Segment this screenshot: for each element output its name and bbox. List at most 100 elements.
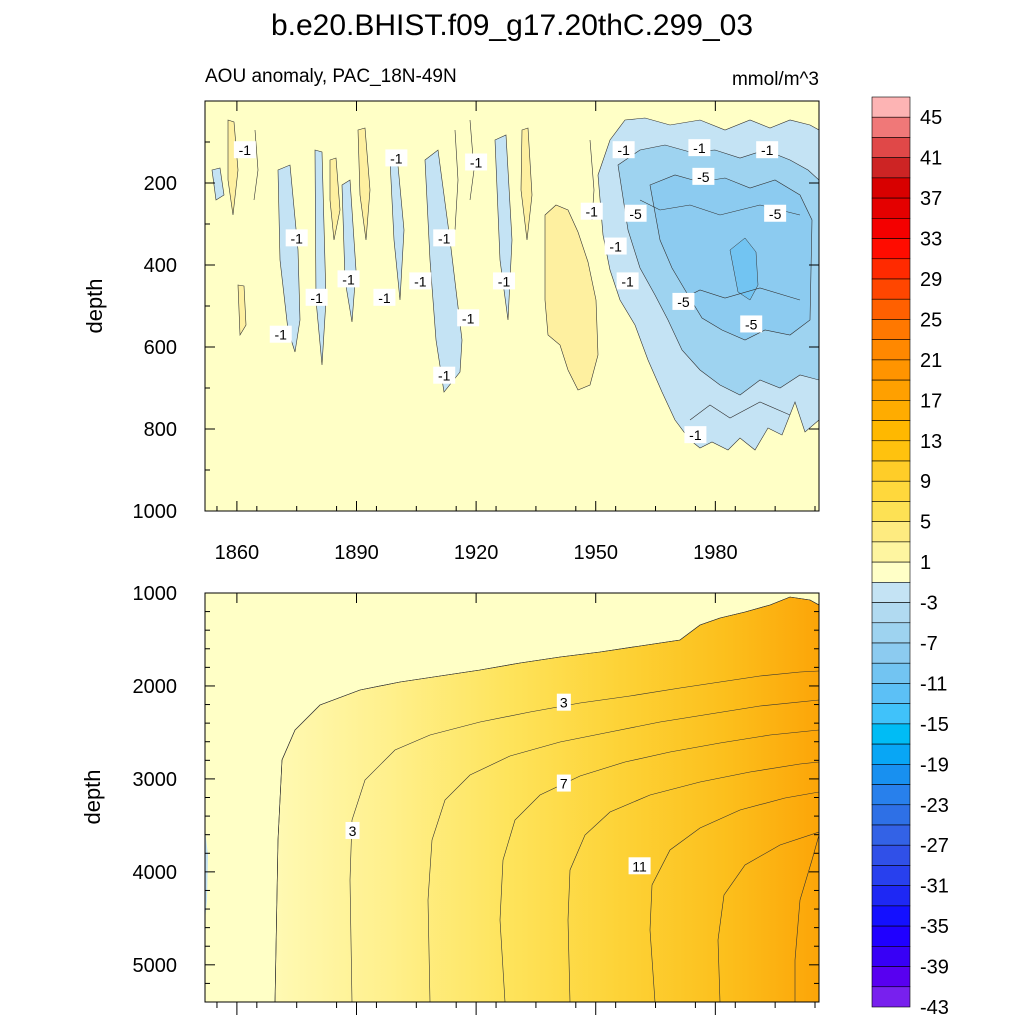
colorbar-box	[871, 905, 911, 927]
upper-contour-label: -1	[233, 141, 256, 159]
colorbar-label: 5	[920, 512, 931, 534]
colorbar-box	[871, 238, 911, 260]
svg-text:-1: -1	[390, 150, 403, 166]
lower-left-edge-blue	[205, 830, 208, 920]
upper-contour-labels: -1 -1 -1 -1 -1 -1 -5 -1 -5 -5 -1 -1 -1 -1 -1 -1 -1 -1 -1 -5…	[233, 139, 787, 444]
colorbar-box	[871, 278, 911, 300]
colorbar-box	[871, 521, 911, 543]
lower-y-tick-label: 5000	[133, 955, 178, 977]
svg-text:-1: -1	[414, 273, 427, 289]
colorbar-label: -43	[920, 997, 949, 1019]
upper-x-tick-label: 1950	[573, 542, 618, 564]
units-subtitle: mmol/m^3	[732, 69, 819, 90]
colorbar-box	[871, 865, 911, 886]
colorbar-box	[871, 582, 911, 603]
lower-y-tick-label: 2000	[133, 676, 178, 698]
svg-text:7: 7	[560, 776, 568, 792]
colorbar-box	[871, 420, 911, 442]
upper-contour-label: -5	[692, 167, 715, 185]
svg-text:-1: -1	[310, 290, 323, 306]
colorbar-label: 17	[920, 390, 942, 412]
colorbar-box	[871, 946, 911, 967]
svg-text:3: 3	[560, 695, 568, 711]
lower-contour-label: 3	[556, 693, 571, 711]
colorbar-box	[871, 298, 911, 320]
upper-contour-label: -5	[672, 292, 695, 310]
colorbar-label: -3	[920, 593, 938, 615]
colorbar-box	[871, 359, 911, 381]
upper-y-axis-label: depth	[82, 278, 107, 333]
colorbar-box	[871, 925, 911, 947]
colorbar-label: -35	[920, 916, 949, 938]
upper-x-tick-label: 1980	[693, 542, 738, 564]
colorbar-label: -31	[920, 876, 949, 898]
colorbar-box	[871, 824, 911, 846]
colorbar-box	[871, 157, 911, 179]
colorbar-box	[871, 379, 911, 401]
upper-tick-labels: 200 400 600 800 1000 1860 1890 1920 1950 1980	[133, 173, 738, 564]
colorbar-label: -39	[920, 957, 949, 979]
upper-x-tick-label: 1920	[454, 542, 499, 564]
svg-text:-1: -1	[609, 239, 622, 255]
colorbar-box	[871, 197, 911, 219]
lower-y-tick-label: 4000	[133, 862, 178, 884]
upper-contour-label: -1	[285, 229, 308, 247]
lower-contour-lines	[274, 596, 819, 1002]
colorbar-box	[871, 319, 911, 340]
colorbar-box	[871, 683, 911, 704]
upper-contour-label: -1	[269, 325, 292, 343]
upper-x-tick-label: 1890	[334, 542, 379, 564]
upper-y-tick-label: 800	[144, 419, 177, 441]
svg-text:-1: -1	[378, 290, 391, 306]
upper-contour-label: -1	[433, 366, 456, 384]
colorbar-box	[871, 400, 911, 421]
colorbar-box	[871, 885, 911, 907]
upper-contour-label: -1	[616, 272, 639, 290]
upper-contour-label: -1	[688, 139, 711, 157]
svg-text:-5: -5	[677, 294, 690, 310]
svg-text:-1: -1	[689, 427, 702, 443]
lower-contour-label: 7	[556, 774, 571, 792]
colorbar-box	[871, 501, 911, 522]
upper-negative-streaks	[211, 134, 513, 393]
colorbar-box	[871, 804, 911, 826]
svg-text:11: 11	[632, 858, 647, 874]
colorbar-box	[871, 622, 911, 644]
colorbar-label: -27	[920, 835, 949, 857]
colorbar-box	[871, 986, 911, 1008]
colorbar-box	[871, 339, 911, 361]
upper-contour-lines	[253, 119, 801, 421]
upper-contour-label: -5	[764, 204, 787, 222]
colorbar-box	[871, 642, 911, 664]
colorbar-label: -23	[920, 795, 949, 817]
lower-ticks	[205, 592, 819, 1015]
lower-contour-label: 3	[345, 821, 360, 839]
colorbar-box	[871, 480, 911, 502]
colorbar-box	[871, 218, 911, 239]
upper-negative-max-core	[729, 237, 759, 301]
upper-contour-label: -5	[624, 204, 647, 222]
colorbar-box	[871, 602, 911, 624]
svg-text:-1: -1	[693, 140, 706, 156]
colorbar-box	[871, 258, 911, 280]
colorbar-label: -7	[920, 633, 938, 655]
svg-text:-1: -1	[462, 310, 475, 326]
svg-text:-1: -1	[617, 142, 630, 158]
figure-title: b.e20.BHIST.f09_g17.20thC.299_03	[271, 9, 753, 42]
upper-contour-label: -1	[604, 237, 627, 255]
svg-text:-5: -5	[745, 316, 758, 332]
upper-contour-label: -1	[493, 272, 516, 290]
svg-text:-1: -1	[275, 327, 288, 343]
lower-contour-label: 11	[628, 857, 651, 875]
colorbar-label: 25	[920, 309, 942, 331]
colorbar-box	[871, 541, 911, 563]
upper-contour-label: -1	[373, 288, 396, 306]
colorbar-label: 9	[920, 471, 931, 493]
upper-contour-label: -1	[305, 288, 328, 306]
lower-tick-labels: 1000 2000 3000 4000 5000	[133, 583, 178, 977]
lower-panel: 3 7 3 11 1000 2000 3000 4000 5000 depth	[80, 583, 820, 1015]
svg-text:-1: -1	[498, 273, 511, 289]
upper-y-tick-label: 1000	[133, 501, 178, 523]
svg-text:-1: -1	[586, 204, 599, 220]
